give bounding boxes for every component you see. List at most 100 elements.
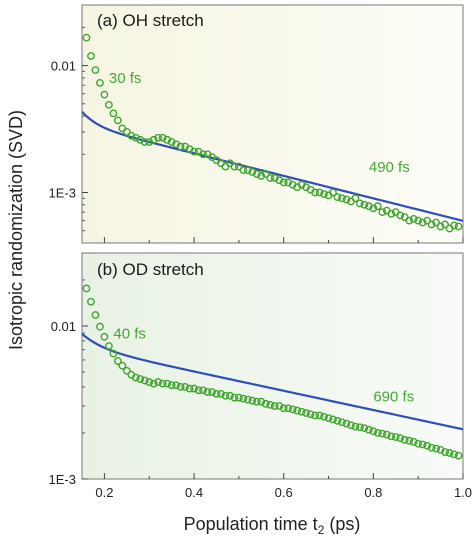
panel-b-data-point bbox=[391, 433, 400, 441]
panel-a-annotations: 30 fs 490 fs bbox=[109, 70, 410, 176]
panel-b-data-point bbox=[400, 436, 409, 444]
panel-a-data-point bbox=[418, 218, 427, 227]
panel-b-data-point bbox=[450, 450, 458, 459]
panel-a-data-point bbox=[450, 221, 458, 230]
panel-b-data-point bbox=[342, 419, 351, 428]
panel-a-data-point bbox=[270, 174, 279, 182]
panel-b-data-point bbox=[364, 425, 373, 434]
panel-b-data-point bbox=[441, 448, 449, 456]
panel-b-data-point bbox=[356, 423, 364, 432]
panel-b-data-point bbox=[140, 376, 149, 385]
panel-a-ticks: 0.01 1E-3 bbox=[49, 26, 464, 243]
panel-b-data-point bbox=[208, 388, 216, 396]
panel-b-data-point bbox=[217, 389, 225, 398]
panel-a-data-point bbox=[149, 135, 158, 144]
panel-a-data-point bbox=[409, 214, 418, 223]
panel-a-data-point bbox=[360, 200, 369, 209]
panel-b-data-point bbox=[315, 411, 324, 420]
panel-b-data-point bbox=[172, 381, 181, 390]
panel-a-data-point bbox=[248, 168, 257, 176]
panel-b-data-point bbox=[360, 424, 369, 433]
panel-a-data-point bbox=[427, 220, 436, 229]
panel-a-data-point bbox=[266, 174, 275, 182]
panel-a-data-point bbox=[154, 133, 163, 142]
panel-b-data-point bbox=[154, 378, 163, 386]
panel-a-data-point bbox=[239, 166, 248, 175]
panel-b-data-point bbox=[109, 349, 118, 358]
panel-b-data-point bbox=[387, 432, 396, 441]
panel-b-data-point bbox=[230, 393, 239, 402]
panel-a-data-point bbox=[333, 193, 342, 201]
panel-a-data-point bbox=[113, 116, 122, 125]
panel-b-data-point bbox=[311, 411, 319, 420]
x-axis-title-main: Population time t bbox=[184, 514, 318, 534]
panel-b-data-point bbox=[445, 449, 454, 457]
x-axis-title-unit: (ps) bbox=[324, 514, 360, 534]
panel-b: 0.01 1E-3 0.2 0.4 0.6 0.8 1.0 (b) OD stretch 4… bbox=[49, 252, 472, 500]
panel-a-data-point bbox=[329, 188, 337, 197]
panel-a-data-point bbox=[252, 170, 261, 178]
panel-b-data-point bbox=[297, 407, 306, 416]
panel-b-y-tick-label: 1E-3 bbox=[49, 472, 76, 487]
panel-b-data-point bbox=[82, 284, 91, 293]
panel-b-data-point bbox=[418, 440, 427, 449]
panel-b-data-point bbox=[306, 410, 315, 419]
panel-b-data-point bbox=[203, 388, 212, 396]
panel-b-data-point bbox=[96, 322, 104, 331]
panel-b-x-tick-label: 0.8 bbox=[364, 485, 382, 500]
panel-b-ticks: 0.01 1E-3 0.2 0.4 0.6 0.8 1.0 bbox=[49, 279, 472, 500]
panel-a-data-point bbox=[311, 188, 319, 197]
x-axis-title-subscript: 2 bbox=[318, 523, 325, 537]
panel-b-data-point bbox=[248, 396, 257, 405]
panel-b-data-point bbox=[423, 441, 432, 450]
panel-b-fit-curve bbox=[82, 332, 463, 431]
panel-b-data-point bbox=[396, 434, 405, 443]
panel-a-data-point bbox=[131, 133, 140, 142]
panel-b-label: (b) OD stretch bbox=[97, 260, 204, 279]
panel-a-data-point bbox=[396, 211, 405, 220]
panel-a-data-point bbox=[387, 209, 396, 218]
panel-b-data-point bbox=[378, 429, 387, 438]
panel-b-data-point bbox=[118, 361, 127, 370]
panel-b-data-point bbox=[252, 397, 261, 406]
panel-b-data-point bbox=[239, 394, 248, 403]
panel-b-data-point bbox=[279, 404, 288, 413]
panel-b-data-point bbox=[266, 400, 275, 409]
panel-b-data-point bbox=[324, 414, 333, 423]
panel-a-data-point bbox=[338, 194, 346, 203]
panel-b-x-tick-label: 0.2 bbox=[95, 485, 113, 500]
panel-b-data-point bbox=[113, 357, 122, 365]
panel-b-data-point bbox=[226, 391, 234, 400]
panel-b-data-point bbox=[158, 379, 167, 388]
panel-a-data-point bbox=[158, 133, 167, 142]
panel-b-data-point bbox=[338, 418, 346, 427]
panel-b-points-layer bbox=[82, 284, 463, 460]
panel-b-data-point bbox=[414, 439, 423, 448]
panel-b-data-point bbox=[122, 366, 131, 375]
panel-b-data-point bbox=[190, 384, 198, 393]
panel-b-data-point bbox=[185, 384, 194, 393]
panel-b-data-point bbox=[176, 382, 185, 391]
panel-b-x-tick-label: 0.4 bbox=[185, 485, 203, 500]
panel-b-background bbox=[81, 252, 464, 480]
panel-a-label: (a) OH stretch bbox=[97, 11, 204, 30]
panel-a-data-point bbox=[261, 170, 270, 178]
panel-b-annotations: 40 fs 690 fs bbox=[113, 325, 414, 405]
panel-b-data-point bbox=[320, 412, 328, 421]
panel-b-data-point bbox=[369, 427, 378, 436]
panel-a-data-point bbox=[140, 138, 149, 146]
panel-a-annotation-2: 490 fs bbox=[369, 159, 410, 176]
panel-a-data-point bbox=[87, 52, 95, 60]
y-axis-title: Isotropic randomization (SVD) bbox=[6, 110, 26, 350]
panel-a-background bbox=[81, 4, 464, 244]
panel-a-data-point bbox=[373, 202, 382, 211]
panel-b-data-point bbox=[194, 386, 203, 395]
panel-b-data-point bbox=[212, 389, 221, 398]
panel-b-data-point bbox=[293, 406, 302, 415]
panel-b-data-point bbox=[409, 437, 418, 446]
panel-b-data-point bbox=[373, 429, 382, 437]
panel-b-data-point bbox=[234, 393, 243, 402]
panel-a-data-point bbox=[230, 162, 239, 171]
panel-a-data-point bbox=[315, 188, 324, 197]
panel-b-data-point bbox=[288, 405, 297, 414]
